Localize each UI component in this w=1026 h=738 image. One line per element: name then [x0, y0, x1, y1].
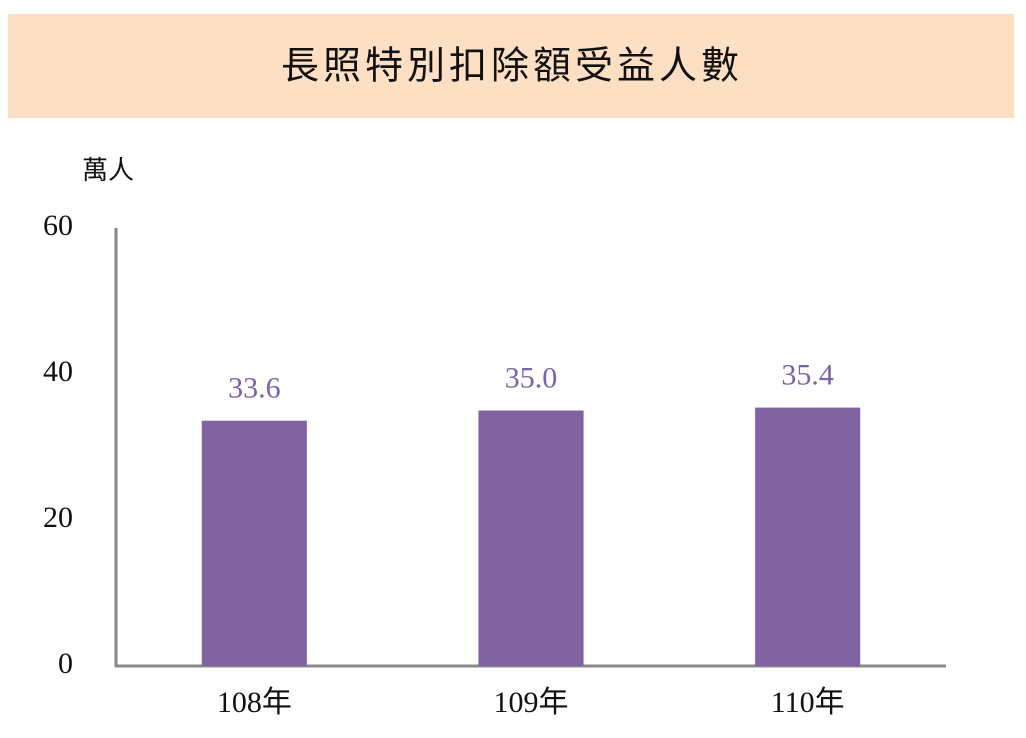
x-tick-label: 110年 — [771, 686, 845, 719]
y-tick-label: 20 — [43, 501, 73, 534]
bar — [478, 410, 584, 666]
bar — [201, 420, 307, 666]
x-tick-label: 108年 — [217, 686, 292, 719]
bar — [755, 407, 861, 666]
value-label: 35.4 — [781, 358, 834, 391]
y-tick-label: 60 — [43, 209, 73, 242]
value-label: 33.6 — [228, 372, 281, 405]
chart-title: 長照特別扣除額受益人數 — [281, 46, 743, 88]
y-tick-label: 40 — [43, 355, 73, 388]
title-banner — [8, 14, 1014, 118]
y-axis-label: 萬人 — [82, 156, 134, 185]
value-label: 35.0 — [505, 361, 558, 394]
y-tick-label: 0 — [58, 647, 73, 680]
x-tick-label: 109年 — [494, 686, 569, 719]
